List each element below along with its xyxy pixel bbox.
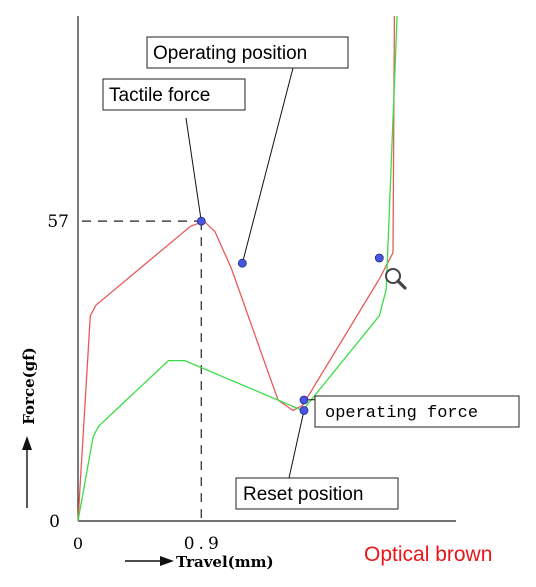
callout-reset-position: Reset position (235, 477, 399, 510)
callout-tactile-force: Tactile force (102, 78, 246, 111)
leader-line-operating-position (241, 67, 294, 264)
y-tick-label-0: 0 (49, 512, 60, 532)
magnifier-handle (396, 279, 407, 290)
reset-position-point (299, 406, 309, 415)
callout-text: Operating position (153, 43, 307, 64)
operating-force-point (299, 395, 309, 405)
magnifier-lens (385, 268, 401, 284)
leader-line-reset-position (288, 410, 305, 479)
callout-box (314, 395, 520, 428)
callout-text: operating force (325, 404, 478, 423)
tactile-force-point (196, 216, 206, 226)
magnifier-icon[interactable] (385, 268, 407, 290)
callout-box (146, 36, 349, 69)
callout-operating-force: operating force (314, 395, 520, 428)
leader-line-tactile-force (185, 117, 202, 222)
callout-box (102, 78, 246, 111)
callout-text: Tactile force (109, 85, 210, 106)
callout-text: Reset position (243, 484, 363, 505)
callout-operating-position: Operating position (146, 36, 349, 69)
x-tick-label-0: 0 (73, 534, 83, 553)
press-force-curve (77, 15, 396, 522)
operating-position-point (237, 258, 247, 268)
x-axis-label: Travel(mm) (176, 553, 274, 571)
x-tick-label-0-9: 0.9 (184, 534, 223, 554)
chart-title: Optical brown (364, 543, 492, 566)
callout-box (235, 477, 399, 510)
y-axis-label: Force(gf) (20, 347, 38, 425)
release-force-curve (77, 15, 398, 522)
x-axis-arrowhead (160, 556, 174, 566)
y-axis-arrowhead (22, 436, 32, 450)
release-point-right (374, 253, 384, 263)
y-tick-label-57: 57 (47, 212, 69, 232)
data-point-markers (196, 216, 384, 415)
